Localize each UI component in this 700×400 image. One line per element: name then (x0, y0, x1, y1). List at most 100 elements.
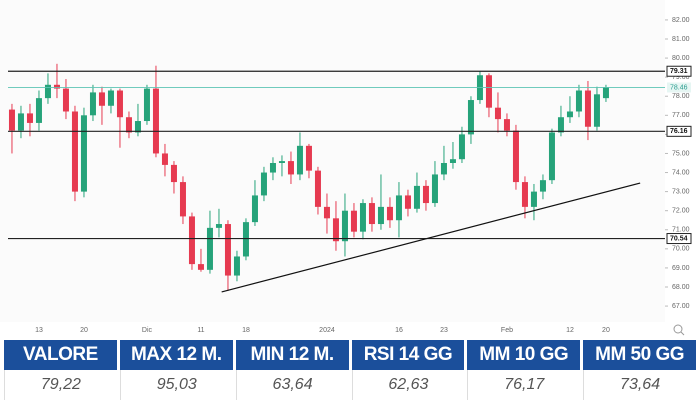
x-tick-label: 20 (602, 327, 610, 334)
table-header: MAX 12 M. (119, 340, 233, 370)
x-tick-label: Dic (142, 327, 153, 334)
candle-body (314, 170, 321, 207)
candle-body (503, 119, 510, 131)
candle-body (584, 90, 591, 127)
candle-body (233, 256, 240, 276)
last-price-label: 78.46 (670, 84, 688, 91)
trendline (221, 182, 641, 293)
candle-body (341, 210, 348, 242)
candle-body (206, 227, 213, 270)
x-tick-label: 16 (395, 327, 403, 334)
candle-body (575, 90, 582, 112)
level-label: 76.16 (670, 128, 688, 135)
candle-body (188, 216, 195, 265)
y-tick-label: 77.00 (672, 112, 690, 119)
x-tick-label: 13 (35, 327, 43, 334)
candle-body (215, 224, 222, 228)
candle-body (323, 206, 330, 219)
y-tick-label: 73.00 (672, 188, 690, 195)
table-header: MM 50 GG (583, 340, 696, 370)
candle-body (197, 264, 204, 270)
stats-table: VALORE MAX 12 M. MIN 12 M. RSI 14 GG MM 10 G… (4, 340, 696, 400)
candle-body (53, 84, 60, 89)
candle-body (377, 206, 384, 225)
candle-body (179, 182, 186, 217)
candle-body (539, 180, 546, 192)
candle-body (143, 88, 150, 122)
x-tick-label: 11 (197, 327, 204, 334)
candle-body (305, 145, 312, 171)
candle-body (80, 115, 87, 192)
candle-body (413, 185, 420, 209)
candle-body (485, 75, 492, 108)
x-tick-label: 23 (440, 327, 448, 334)
zoom-icon[interactable] (673, 324, 685, 336)
candle-body (17, 113, 24, 131)
candle-body (494, 107, 501, 120)
candle-body (368, 203, 375, 225)
candle-body (125, 117, 132, 133)
plot-bg (0, 0, 665, 322)
candle-body (512, 130, 519, 183)
y-tick-label: 71.00 (672, 227, 690, 234)
level-label: 79.31 (670, 68, 688, 75)
y-tick-label: 69.00 (672, 265, 690, 272)
candle-body (404, 195, 411, 209)
candle-body (62, 88, 69, 112)
candle-body (152, 88, 159, 154)
candle-body (242, 222, 249, 257)
table-header: RSI 14 GG (351, 340, 465, 370)
candle-body (278, 161, 285, 163)
candle-body (359, 203, 366, 232)
y-tick-label: 67.00 (672, 303, 690, 310)
level-label-box (666, 65, 692, 77)
candle-body (431, 174, 438, 204)
y-tick-label: 75.00 (672, 150, 690, 157)
table-value: 73,64 (583, 370, 696, 400)
y-tick-label: 68.00 (672, 284, 690, 291)
candle-body (260, 172, 267, 196)
candle-body (26, 113, 33, 123)
x-tick-label: 2024 (319, 327, 335, 334)
candle-body (530, 191, 537, 207)
x-tick-label: 12 (566, 327, 574, 334)
level-label-box (666, 125, 692, 137)
table-value: 95,03 (119, 370, 233, 400)
x-tick-label: Feb (501, 327, 513, 334)
candle-body (89, 92, 96, 116)
chart: 67.00 68.00 69.00 70.00 71.00 72.00 73.00 74.00… (0, 0, 692, 336)
candle-body (269, 162, 276, 173)
candle-body (35, 98, 42, 123)
candle-body (98, 92, 105, 106)
candle-body (521, 182, 528, 207)
candle-body (422, 185, 429, 204)
candle-body (548, 132, 555, 181)
y-tick-label: 79.00 (672, 74, 690, 81)
table-header: VALORE (4, 340, 117, 370)
y-tick-label: 80.00 (672, 55, 690, 62)
candle-body (8, 109, 15, 131)
y-tick-label: 70.00 (672, 246, 690, 253)
candle-body (44, 84, 51, 99)
candle-body (116, 90, 123, 118)
table-header: MIN 12 M. (235, 340, 349, 370)
level-label: 70.54 (670, 235, 688, 242)
candle-body (107, 90, 114, 106)
table-value: 62,63 (351, 370, 465, 400)
y-tick-label: 78.00 (672, 93, 690, 100)
candle-body (467, 100, 474, 135)
candle-body (134, 121, 141, 133)
candle-body (287, 161, 294, 175)
candle-body (458, 134, 465, 160)
level-label-box (666, 233, 692, 245)
candle-body (332, 218, 339, 242)
y-tick-label: 72.00 (672, 208, 690, 215)
x-tick-label: 18 (242, 327, 250, 334)
table-value: 63,64 (235, 370, 349, 400)
candle-body (449, 159, 456, 163)
candle-body (395, 195, 402, 221)
candle-body (170, 164, 177, 183)
candle-body (251, 195, 258, 223)
candle-body (386, 206, 393, 221)
